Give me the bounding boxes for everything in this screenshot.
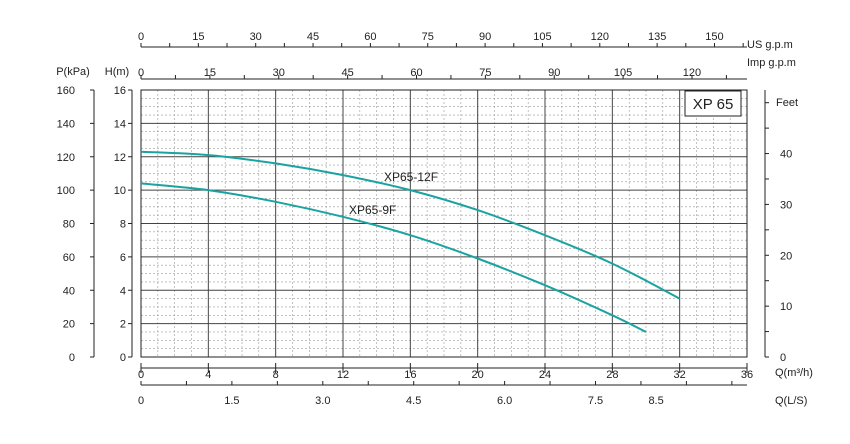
imp-gpm-tick-label: 120 xyxy=(683,67,701,79)
q-m3h-axis-label: Q(m³/h) xyxy=(775,367,813,379)
head-tick-label: 6 xyxy=(120,252,126,264)
model-title-frame xyxy=(684,90,742,117)
series-curve-xp65-12f xyxy=(140,150,681,300)
us-gpm-tick-label: 90 xyxy=(479,31,491,43)
imp-gpm-tick-label: 30 xyxy=(273,67,285,79)
head-tick-label: 4 xyxy=(120,285,126,297)
feet-tick-label: 20 xyxy=(780,250,792,262)
us-gpm-tick-label: 45 xyxy=(307,31,319,43)
us-gpm-tick-label: 120 xyxy=(591,31,609,43)
q-ls-tick-label: 3.0 xyxy=(315,395,330,407)
q-m3h-tick-label: 12 xyxy=(337,369,349,381)
head-tick-label: 14 xyxy=(114,118,126,130)
q-m3h-tick-label: 32 xyxy=(674,369,686,381)
pressure-tick-label: 0 xyxy=(69,352,75,364)
series-label-xp65-12f: XP65-12F xyxy=(384,170,438,184)
imp-gpm-tick-label: 15 xyxy=(204,67,216,79)
us-gpm-tick-label: 0 xyxy=(138,31,144,43)
pressure-tick-label: 100 xyxy=(57,185,75,197)
head-tick-label: 16 xyxy=(114,85,126,97)
major-grid xyxy=(141,90,747,357)
q-m3h-tick-label: 0 xyxy=(138,369,144,381)
us-gpm-tick-label: 60 xyxy=(364,31,376,43)
series-label-xp65-9f: XP65-9F xyxy=(349,203,396,217)
plot-frame xyxy=(140,89,748,358)
us-gpm-tick-label: 30 xyxy=(250,31,262,43)
imp-gpm-axis-label: Imp g.p.m xyxy=(747,57,796,69)
feet-tick-label: 30 xyxy=(780,199,792,211)
head-tick-label: 8 xyxy=(120,219,126,231)
head-axis-label: H(m) xyxy=(105,66,129,78)
q-ls-tick-label: 4.5 xyxy=(406,395,421,407)
us-gpm-tick-label: 15 xyxy=(192,31,204,43)
pressure-tick-label: 160 xyxy=(57,85,75,97)
q-m3h-tick-label: 4 xyxy=(205,369,211,381)
pressure-tick-label: 60 xyxy=(63,252,75,264)
q-ls-tick-label: 1.5 xyxy=(224,395,239,407)
q-m3h-tick-label: 8 xyxy=(273,369,279,381)
pressure-tick-label: 40 xyxy=(63,285,75,297)
us-gpm-axis-label: US g.p.m xyxy=(747,39,793,51)
us-gpm-tick-label: 75 xyxy=(422,31,434,43)
feet-tick-label: 10 xyxy=(780,301,792,313)
us-gpm-tick-label: 135 xyxy=(648,31,666,43)
us-gpm-tick-label: 150 xyxy=(705,31,723,43)
q-m3h-tick-label: 28 xyxy=(606,369,618,381)
q-m3h-tick-label: 20 xyxy=(472,369,484,381)
imp-gpm-tick-label: 45 xyxy=(341,67,353,79)
pressure-tick-label: 120 xyxy=(57,152,75,164)
q-ls-tick-label: 6.0 xyxy=(497,395,512,407)
imp-gpm-tick-label: 105 xyxy=(614,67,632,79)
imp-gpm-tick-label: 90 xyxy=(548,67,560,79)
imp-gpm-tick-label: 75 xyxy=(479,67,491,79)
q-m3h-tick-label: 16 xyxy=(404,369,416,381)
pressure-tick-label: 20 xyxy=(63,319,75,331)
feet-tick-label: 0 xyxy=(780,352,786,364)
head-tick-label: 2 xyxy=(120,319,126,331)
head-tick-label: 12 xyxy=(114,152,126,164)
pressure-axis-label: P(kPa) xyxy=(56,66,90,78)
q-ls-axis-label: Q(L/S) xyxy=(775,395,807,407)
imp-gpm-tick-label: 60 xyxy=(410,67,422,79)
pressure-tick-label: 140 xyxy=(57,118,75,130)
pressure-tick-label: 80 xyxy=(63,219,75,231)
q-ls-tick-label: 7.5 xyxy=(588,395,603,407)
q-m3h-tick-label: 24 xyxy=(539,369,551,381)
q-m3h-tick-label: 36 xyxy=(741,369,753,381)
feet-axis-label: Feet xyxy=(776,97,798,109)
model-title-box: XP 65 xyxy=(684,90,742,117)
imp-gpm-tick-label: 0 xyxy=(138,67,144,79)
model-title: XP 65 xyxy=(693,96,734,113)
series-curve-xp65-9f xyxy=(140,182,647,333)
q-ls-tick-label: 8.5 xyxy=(648,395,663,407)
us-gpm-tick-label: 105 xyxy=(533,31,551,43)
head-tick-label: 10 xyxy=(114,185,126,197)
feet-tick-label: 40 xyxy=(780,149,792,161)
head-tick-label: 0 xyxy=(120,352,126,364)
q-ls-tick-label: 0 xyxy=(138,395,144,407)
series-layer: XP65-12F XP65-9F xyxy=(140,150,681,333)
axes: 0 4 8 12 16 20 24 28 32 36 Q(m³/h)0 1.5 3.0 4.5 6.0 7.5… xyxy=(56,31,813,407)
